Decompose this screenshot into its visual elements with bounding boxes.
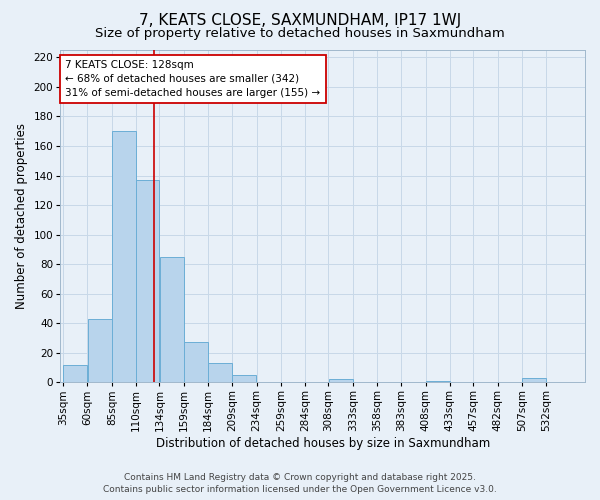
Bar [329, 380, 353, 382]
Y-axis label: Number of detached properties: Number of detached properties [15, 123, 28, 309]
Text: Size of property relative to detached houses in Saxmundham: Size of property relative to detached ho… [95, 28, 505, 40]
Text: Contains HM Land Registry data © Crown copyright and database right 2025.
Contai: Contains HM Land Registry data © Crown c… [103, 473, 497, 494]
Bar [88, 319, 112, 382]
Text: 7 KEATS CLOSE: 128sqm
← 68% of detached houses are smaller (342)
31% of semi-det: 7 KEATS CLOSE: 128sqm ← 68% of detached … [65, 60, 320, 98]
Bar [136, 180, 159, 382]
Bar [522, 378, 546, 382]
Text: 7, KEATS CLOSE, SAXMUNDHAM, IP17 1WJ: 7, KEATS CLOSE, SAXMUNDHAM, IP17 1WJ [139, 12, 461, 28]
Bar [64, 364, 88, 382]
Bar [232, 375, 256, 382]
Bar [160, 257, 184, 382]
Bar [208, 363, 232, 382]
Bar [426, 381, 450, 382]
Bar [112, 131, 136, 382]
Bar [184, 342, 208, 382]
X-axis label: Distribution of detached houses by size in Saxmundham: Distribution of detached houses by size … [155, 437, 490, 450]
